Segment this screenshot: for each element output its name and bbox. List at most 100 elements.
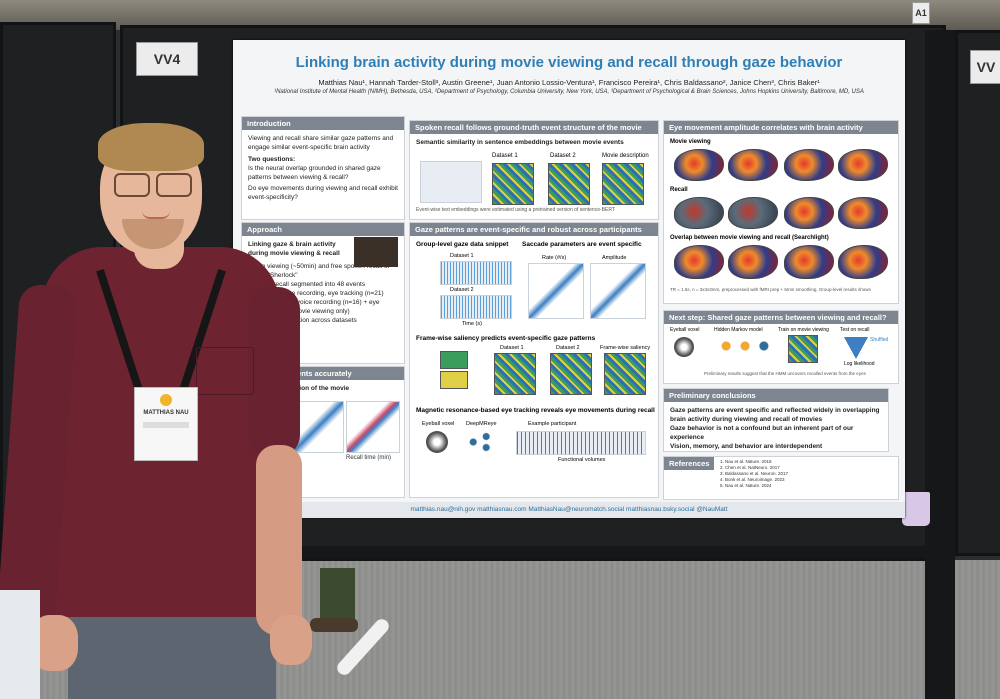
approach-bullet-2: Movie & recall segmented into 48 events: [248, 281, 366, 288]
brain-map-recall-3: [784, 197, 834, 229]
spoken-recall-header: Spoken recall follows ground-truth event…: [410, 121, 658, 134]
saliency-heatmap-dataset2: [550, 353, 592, 395]
semantic-heatmap-movie: [602, 163, 644, 205]
conclusion-1: Gaze patterns are event specific and ref…: [670, 407, 880, 423]
smile: [142, 211, 170, 219]
paper-on-table: [0, 590, 40, 699]
train-label: Train on movie viewing: [778, 327, 829, 333]
question-1: Is the neural overlap grounded in shared…: [248, 165, 381, 181]
movie-still-image: [354, 237, 398, 267]
right-arm-sleeve: [248, 287, 300, 457]
recall-scatter-plot-1: [292, 401, 344, 453]
reference-1: 1. Nau et al. Nature. 2018: [720, 459, 772, 464]
saccade-subhead: Saccade parameters are event specific: [522, 241, 642, 248]
visitor-shoe: [310, 618, 358, 632]
name-badge: MATTHIAS NAU: [134, 387, 198, 461]
next-step-header: Next step: Shared gaze patterns between …: [664, 311, 898, 324]
reference-4: 4. Bonk et al. Neuroimage. 2023: [720, 477, 785, 482]
poster-affiliations: ¹National Institute of Mental Health (NI…: [274, 89, 864, 95]
gaze-dataset1-label: Dataset 1: [450, 253, 474, 259]
sentence-bert-diagram: [420, 161, 482, 203]
test-label: Test on recall: [840, 327, 870, 333]
poster-title: Linking brain activity during movie view…: [295, 54, 843, 71]
loglik-label: Log likelihood: [844, 361, 875, 367]
saliency-heatmap-framewise: [604, 353, 646, 395]
neighbor-board-sign: VV: [970, 50, 1000, 84]
saliency-subhead: Frame-wise saliency predicts event-speci…: [416, 335, 596, 342]
poster-authors: Matthias Nau¹, Hannah Tarder-Stoll³, Aus…: [318, 78, 820, 87]
amplitude-section: Eye movement amplitude correlates with b…: [663, 120, 899, 304]
questions-header: Two questions:: [248, 156, 296, 163]
saliency-event-frame-2: [440, 371, 468, 389]
reference-2: 2. Chen et al. NatNeuro. 2017: [720, 465, 780, 470]
board-number-sign: VV4: [136, 42, 198, 76]
saliency-dataset2-label: Dataset 2: [556, 345, 580, 351]
conclusions-section: Preliminary conclusions Gaze patterns ar…: [663, 388, 889, 452]
brain-map-overlap-1: [674, 245, 724, 279]
spoken-dataset2-label: Dataset 2: [550, 153, 576, 159]
spoken-dataset1-label: Dataset 1: [492, 153, 518, 159]
saliency-dataset1-label: Dataset 1: [500, 345, 524, 351]
hmm-label: Hidden Markov model: [714, 327, 763, 333]
approach-bullet-3: Dataset 1: Voice recording, eye tracking…: [248, 290, 384, 297]
shirt-pocket: [196, 347, 254, 395]
eyeball-voxel-label: Eyeball voxel: [422, 421, 455, 427]
ceiling-sign: A1: [912, 2, 930, 24]
right-poster-board: [955, 30, 1000, 556]
gaze-patterns-section: Gaze patterns are event-specific and rob…: [409, 222, 659, 498]
network-icon: [468, 431, 494, 453]
brain-map-movie-2: [728, 149, 778, 181]
deepmreye-label: DeepMReye: [466, 421, 497, 427]
spoken-movie-description-label: Movie description: [602, 153, 649, 159]
conclusion-3: Vision, memory, and behavior are interde…: [670, 443, 823, 450]
mr-eye-tracking-subhead: Magnetic resonance-based eye tracking re…: [416, 407, 655, 414]
shuffled-label: Shuffled: [870, 337, 889, 343]
conclusions-body: Gaze patterns are event specific and ref…: [664, 402, 888, 455]
badge-logo-icon: [160, 394, 172, 406]
gaze-patterns-header: Gaze patterns are event-specific and rob…: [410, 223, 658, 236]
introduction-header: Introduction: [242, 117, 404, 130]
brain-map-movie-3: [784, 149, 834, 181]
saccade-rate-label: Rate (#/s): [542, 255, 567, 261]
badge-affiliation-line: [143, 422, 189, 428]
poster-contact-footer: matthias.nau@nih.gov matthiasnau.com Mat…: [233, 502, 905, 518]
brain-map-overlap-4: [838, 245, 888, 279]
gaze-time-axis-label: Time (s): [462, 321, 482, 327]
hmm-states-icon: [718, 339, 772, 353]
movie-viewing-label: Movie viewing: [670, 139, 711, 145]
saccade-amplitude-label: Amplitude: [602, 255, 627, 261]
question-2: Do eye movements during viewing and reca…: [248, 185, 398, 201]
brain-map-overlap-2: [728, 245, 778, 279]
next-eyeball-icon: [674, 337, 694, 357]
saliency-framewise-label: Frame-wise saliency: [600, 345, 651, 351]
reference-5: 5. Nau et al. Nature. 2024: [720, 483, 772, 488]
recall-label: Recall: [670, 187, 688, 193]
saliency-heatmap-dataset1: [494, 353, 536, 395]
brain-map-movie-4: [838, 149, 888, 181]
eyeball-icon: [426, 431, 448, 453]
board-stand-post: [925, 30, 955, 699]
semantic-heatmap-dataset2: [548, 163, 590, 205]
brain-map-movie-1: [674, 149, 724, 181]
loglik-distribution: [844, 337, 868, 359]
jeans: [68, 605, 276, 699]
predicted-gaze-trace: [516, 431, 646, 455]
brain-map-overlap-3: [784, 245, 834, 279]
conclusions-header: Preliminary conclusions: [664, 389, 888, 402]
spoken-recall-note: Event-wise text embeddings were estimate…: [416, 207, 615, 213]
semantic-heatmap-dataset1: [492, 163, 534, 205]
amplitude-header: Eye movement amplitude correlates with b…: [664, 121, 898, 134]
next-step-note: Preliminary results suggest that the HMM…: [704, 371, 866, 376]
gaze-trace-dataset1: [440, 261, 512, 285]
research-poster: Linking brain activity during movie view…: [233, 40, 905, 518]
badge-name: MATTHIAS NAU: [143, 410, 189, 416]
next-eyeball-label: Eyeball voxel: [670, 327, 700, 333]
gaze-snippet-subhead: Group-level gaze data snippet: [416, 241, 509, 248]
recall-xlabel: Recall time (min): [346, 455, 392, 461]
board-base-rail: [120, 546, 955, 558]
reference-3: 3. Baldassano et al. Neuron. 2017: [720, 471, 789, 476]
introduction-section: Introduction Viewing and recall share si…: [241, 116, 405, 220]
glasses-left-lens: [114, 173, 150, 197]
example-participant-label: Example participant: [528, 421, 577, 427]
brain-map-recall-4: [838, 197, 888, 229]
